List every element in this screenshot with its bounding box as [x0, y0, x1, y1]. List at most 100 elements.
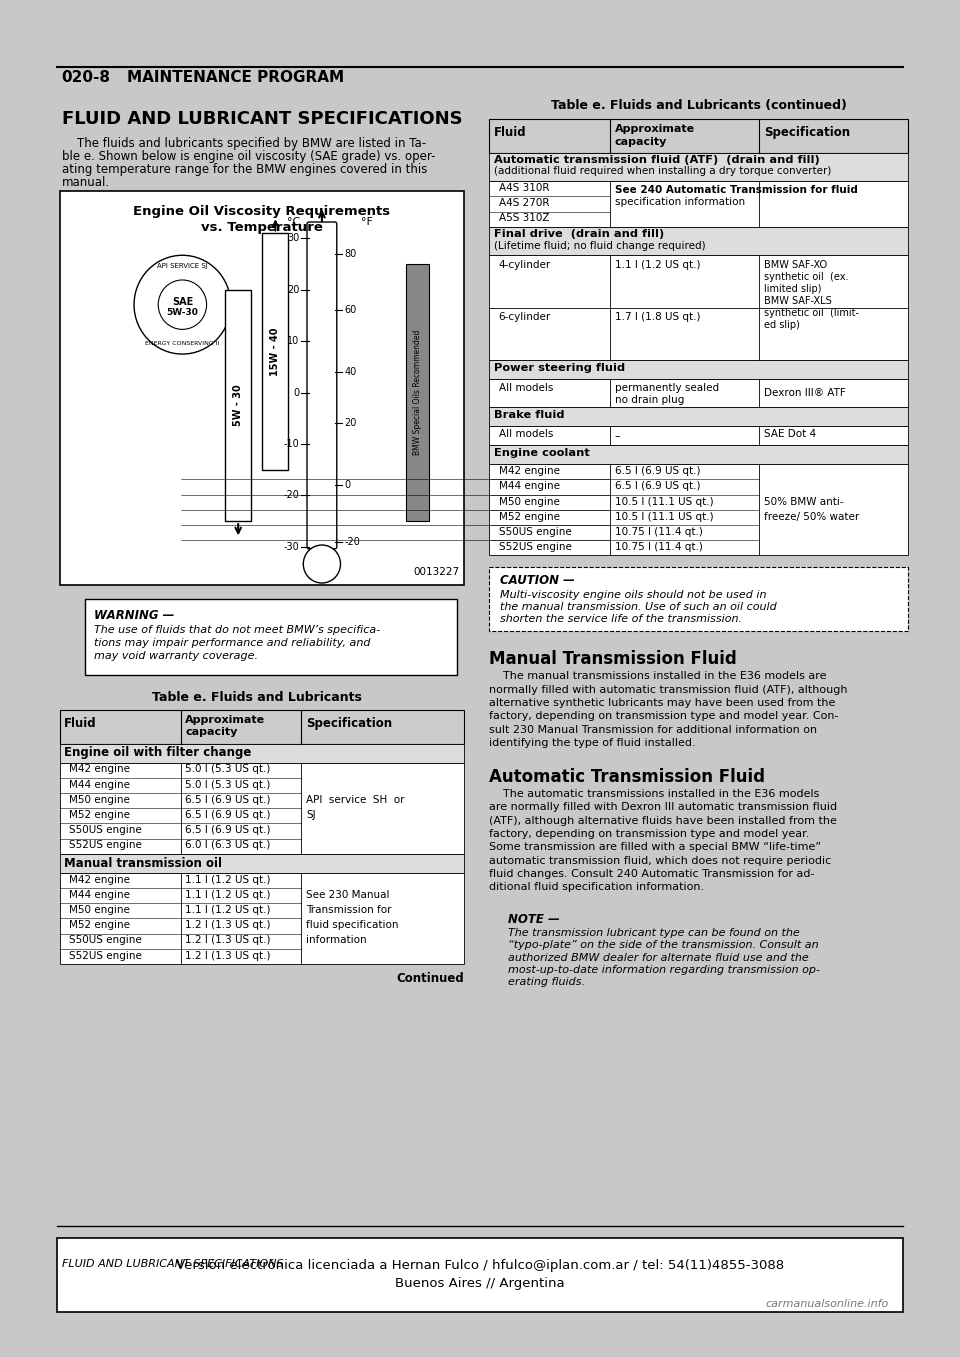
Text: 5W-30: 5W-30	[166, 308, 199, 318]
Text: factory, depending on transmission type and model year.: factory, depending on transmission type …	[490, 829, 809, 839]
Text: (ATF), although alternative fluids have been installed from the: (ATF), although alternative fluids have …	[490, 816, 837, 826]
Text: S50US engine: S50US engine	[69, 825, 142, 836]
Text: A5S 310Z: A5S 310Z	[498, 213, 549, 224]
Text: A4S 310R: A4S 310R	[498, 183, 549, 193]
Bar	[60, 763, 465, 854]
Text: CAUTION —: CAUTION —	[500, 574, 575, 588]
Text: 6.0 l (6.3 US qt.): 6.0 l (6.3 US qt.)	[185, 840, 271, 851]
Text: SAE Dot 4: SAE Dot 4	[763, 429, 816, 440]
Text: 6.5 l (6.9 US qt.): 6.5 l (6.9 US qt.)	[185, 825, 271, 836]
Text: Approximate
capacity: Approximate capacity	[614, 125, 695, 147]
Text: 1.1 l (1.2 US qt.): 1.1 l (1.2 US qt.)	[185, 905, 271, 915]
Text: 0: 0	[345, 480, 350, 490]
Text: A4S 270R: A4S 270R	[498, 198, 549, 208]
Text: -30: -30	[284, 541, 300, 552]
Text: 10: 10	[287, 337, 300, 346]
Text: NOTE —: NOTE —	[508, 913, 560, 925]
Bar	[84, 600, 457, 676]
Text: M50 engine: M50 engine	[498, 497, 560, 506]
Text: °F: °F	[361, 217, 372, 227]
Text: Final drive  (drain and fill): Final drive (drain and fill)	[494, 229, 664, 239]
Text: erating fluids.: erating fluids.	[508, 977, 585, 988]
Text: 10.75 l (11.4 qt.): 10.75 l (11.4 qt.)	[614, 543, 703, 552]
Text: M42 engine: M42 engine	[498, 467, 560, 476]
Text: The fluids and lubricants specified by BMW are listed in Ta-: The fluids and lubricants specified by B…	[61, 137, 425, 149]
Bar	[57, 1238, 903, 1312]
Text: M44 engine: M44 engine	[69, 890, 130, 900]
Text: See 240 Automatic Transmission for fluid: See 240 Automatic Transmission for fluid	[614, 185, 857, 195]
Bar	[60, 873, 465, 963]
Text: ble e. Shown below is engine oil viscosity (SAE grade) vs. oper-: ble e. Shown below is engine oil viscosi…	[61, 149, 435, 163]
Text: Power steering fluid: Power steering fluid	[494, 362, 625, 373]
Text: Some transmission are filled with a special BMW “life-time”: Some transmission are filled with a spec…	[490, 843, 822, 852]
Bar	[490, 567, 908, 631]
Bar	[490, 360, 908, 379]
Bar	[490, 445, 908, 464]
Text: 20: 20	[345, 418, 356, 429]
Text: M42 engine: M42 engine	[69, 875, 130, 885]
Text: S52US engine: S52US engine	[69, 840, 142, 851]
Text: 1.1 l (1.2 US qt.): 1.1 l (1.2 US qt.)	[185, 890, 271, 900]
Text: All models: All models	[498, 429, 553, 440]
Text: Continued: Continued	[396, 972, 465, 985]
Text: 10.75 l (11.4 qt.): 10.75 l (11.4 qt.)	[614, 527, 703, 537]
Circle shape	[303, 546, 341, 584]
Text: FLUID AND LUBRICANT SPECIFICATIONS: FLUID AND LUBRICANT SPECIFICATIONS	[61, 110, 462, 128]
Bar	[406, 263, 429, 521]
Bar	[490, 182, 908, 227]
Bar	[490, 464, 908, 555]
Text: Dexron III® ATF: Dexron III® ATF	[763, 388, 846, 398]
Text: Automatic Transmission Fluid: Automatic Transmission Fluid	[490, 768, 765, 786]
Text: °C: °C	[287, 217, 300, 227]
Text: API SERVICE SJ: API SERVICE SJ	[157, 263, 207, 269]
Text: Manual transmission oil: Manual transmission oil	[64, 856, 223, 870]
Text: The transmission lubricant type can be found on the: The transmission lubricant type can be f…	[508, 928, 800, 938]
Text: factory, depending on transmission type and model year. Con-: factory, depending on transmission type …	[490, 711, 839, 722]
Text: 10.5 l (11.1 US qt.): 10.5 l (11.1 US qt.)	[614, 512, 713, 522]
Text: fluid changes. Consult 240 Automatic Transmission for ad-: fluid changes. Consult 240 Automatic Tra…	[490, 868, 815, 879]
Text: M52 engine: M52 engine	[69, 920, 130, 931]
Text: (additional fluid required when installing a dry torque converter): (additional fluid required when installi…	[494, 166, 831, 176]
Text: Fluid: Fluid	[494, 126, 527, 138]
Text: 60: 60	[345, 305, 356, 315]
Circle shape	[134, 255, 230, 354]
Text: 0013227: 0013227	[414, 567, 460, 577]
Text: 6-cylinder: 6-cylinder	[498, 312, 551, 322]
Text: most-up-to-date information regarding transmission op-: most-up-to-date information regarding tr…	[508, 965, 820, 974]
Text: 20: 20	[287, 285, 300, 294]
Text: 80: 80	[345, 248, 356, 259]
Text: M44 engine: M44 engine	[498, 482, 560, 491]
Text: Automatic transmission fluid (ATF)  (drain and fill): Automatic transmission fluid (ATF) (drai…	[494, 155, 820, 164]
Text: 6.5 l (6.9 US qt.): 6.5 l (6.9 US qt.)	[614, 467, 701, 476]
Text: SAE: SAE	[172, 297, 193, 307]
Text: S50US engine: S50US engine	[69, 935, 142, 946]
Text: Specification: Specification	[306, 716, 393, 730]
Text: 5.0 l (5.3 US qt.): 5.0 l (5.3 US qt.)	[185, 780, 271, 790]
Bar	[60, 191, 465, 585]
Text: 1.1 l (1.2 US qt.): 1.1 l (1.2 US qt.)	[614, 261, 701, 270]
Text: FLUID AND LUBRICANT SPECIFICATIONS: FLUID AND LUBRICANT SPECIFICATIONS	[61, 1259, 283, 1269]
Text: ENERGY CONSERVING II: ENERGY CONSERVING II	[145, 341, 220, 346]
Text: M50 engine: M50 engine	[69, 905, 130, 915]
Text: -10: -10	[284, 440, 300, 449]
Text: specification information: specification information	[614, 197, 745, 208]
Text: Transmission for: Transmission for	[306, 905, 392, 915]
Text: permanently sealed
no drain plug: permanently sealed no drain plug	[614, 383, 719, 404]
Text: 6.5 l (6.9 US qt.): 6.5 l (6.9 US qt.)	[614, 482, 701, 491]
Text: fluid specification: fluid specification	[306, 920, 398, 931]
Text: Manual Transmission Fluid: Manual Transmission Fluid	[490, 650, 737, 669]
Text: 5.0 l (5.3 US qt.): 5.0 l (5.3 US qt.)	[185, 764, 271, 775]
Text: information: information	[306, 935, 367, 946]
Text: 15W - 40: 15W - 40	[271, 327, 280, 376]
Text: SJ: SJ	[306, 810, 316, 820]
Bar	[490, 379, 908, 407]
Text: Brake fluid: Brake fluid	[494, 410, 564, 421]
Text: M44 engine: M44 engine	[69, 780, 130, 790]
Text: normally filled with automatic transmission fluid (ATF), although: normally filled with automatic transmiss…	[490, 685, 848, 695]
Text: M52 engine: M52 engine	[498, 512, 560, 522]
Text: M52 engine: M52 engine	[69, 810, 130, 820]
Bar	[490, 153, 908, 182]
Text: identifying the type of fluid installed.: identifying the type of fluid installed.	[490, 738, 696, 748]
Text: BMW SAF-XO
synthetic oil  (ex.
limited slip)
BMW SAF-XLS
synthetic oil  (limit-
: BMW SAF-XO synthetic oil (ex. limited sl…	[763, 261, 858, 330]
Text: –: –	[614, 432, 620, 441]
